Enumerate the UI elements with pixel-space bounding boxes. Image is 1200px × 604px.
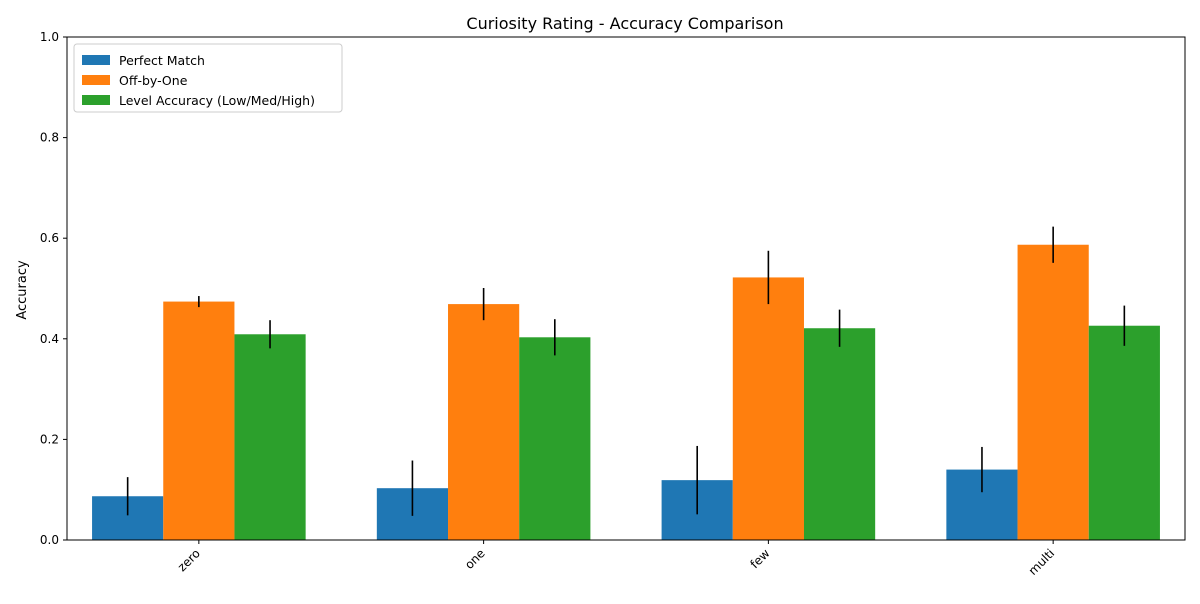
bar-level-accuracy-low-med-high--few [803,328,876,540]
y-axis-label: Accuracy [15,260,30,320]
bar-off-by-one-one [448,304,520,540]
legend-swatch [82,95,110,105]
plot-area: 0.0 0.2 0.4 0.6 0.8 1.0 zero one few multi [40,30,1186,578]
bar-off-by-one-zero [163,301,235,540]
bar-level-accuracy-low-med-high--multi [1088,325,1160,540]
bar-off-by-one-multi [1017,244,1089,540]
y-tick-label: 0.0 [40,533,59,547]
legend: Perfect Match Off-by-One Level Accuracy (L… [73,43,343,113]
chart-title: Curiosity Rating - Accuracy Comparison [466,14,783,33]
y-tick-label: 0.4 [40,332,59,346]
legend-swatch [82,55,110,65]
x-tick-label-zero: zero [175,546,203,574]
x-tick-label-multi: multi [1026,546,1058,578]
plot-frame [66,36,1186,541]
y-tick-label: 0.2 [40,432,59,446]
legend-box [73,43,343,113]
x-tick-label-few: few [747,546,772,571]
x-tick-label-one: one [462,546,488,572]
legend-label: Level Accuracy (Low/Med/High) [119,93,315,108]
legend-label: Off-by-One [119,73,188,88]
legend-label: Perfect Match [119,53,205,68]
y-tick-label: 0.8 [40,131,59,145]
y-tick-label: 0.6 [40,231,59,245]
bar-level-accuracy-low-med-high--one [519,337,591,540]
bar-off-by-one-few [732,277,804,540]
bar-level-accuracy-low-med-high--zero [234,334,306,540]
legend-swatch [82,75,110,85]
y-tick-label: 1.0 [40,30,59,44]
